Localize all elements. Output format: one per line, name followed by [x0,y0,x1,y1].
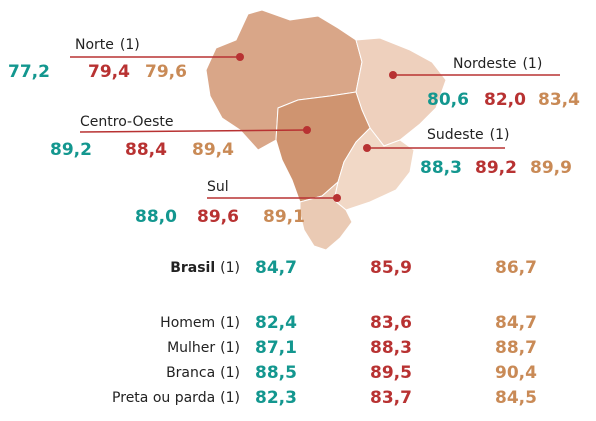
region-value: 79,4 [88,62,130,82]
region-name: Sul [207,179,229,195]
region-value: 89,4 [192,140,234,160]
row-label-text: Brasil [170,260,215,276]
region-value: 79,6 [145,62,187,82]
region-value: 89,1 [263,207,305,227]
row-note: (1) [220,340,240,356]
region-dot [363,144,371,152]
region-value: 88,0 [135,207,177,227]
brazil-map [205,9,447,251]
row-note: (1) [220,315,240,331]
row-label-text: Preta ou parda [112,390,215,406]
region-note: (1) [490,127,510,143]
region-name-text: Norte [75,37,114,53]
row-value: 88,5 [255,363,297,383]
region-name-text: Centro-Oeste [80,114,174,130]
region-name: Sudeste (1) [427,127,510,143]
region-value: 77,2 [8,62,50,82]
region-value: 80,6 [427,90,469,110]
row-value: 82,4 [255,313,297,333]
row-value: 83,7 [370,388,412,408]
row-label: Preta ou parda (1) [112,390,240,406]
region-value: 89,2 [50,140,92,160]
region-name-text: Nordeste [453,56,516,72]
row-value: 84,7 [255,258,297,278]
region-name-text: Sudeste [427,127,484,143]
row-note: (1) [220,390,240,406]
row-note: (1) [220,260,240,276]
region-dot [333,194,341,202]
row-value: 88,3 [370,338,412,358]
region-name: Centro-Oeste [80,114,174,130]
row-label-text: Branca [166,365,215,381]
region-note: (1) [522,56,542,72]
row-value: 85,9 [370,258,412,278]
region-labels: Norte (1) 77,2 79,4 79,6 Nordeste (1) 80,6 82,0 8… [8,37,580,227]
row-label-text: Homem [160,315,215,331]
region-name: Norte (1) [75,37,140,53]
region-name-text: Sul [207,179,229,195]
row-value: 84,7 [495,313,537,333]
row-label-text: Mulher [167,340,215,356]
row-value: 89,5 [370,363,412,383]
region-value: 88,3 [420,158,462,178]
region-value: 89,2 [475,158,517,178]
row-value: 87,1 [255,338,297,358]
region-value: 89,9 [530,158,572,178]
region-value: 83,4 [538,90,580,110]
row-note: (1) [220,365,240,381]
row-label: Brasil (1) [170,260,240,276]
row-value: 90,4 [495,363,537,383]
row-label: Homem (1) [160,315,240,331]
region-dot [303,126,311,134]
region-name: Nordeste (1) [453,56,542,72]
region-note: (1) [120,37,140,53]
region-value: 82,0 [484,90,526,110]
row-label: Branca (1) [166,365,240,381]
row-value: 88,7 [495,338,537,358]
region-dot [236,53,244,61]
leader-line [79,129,308,133]
row-value: 84,5 [495,388,537,408]
row-value: 86,7 [495,258,537,278]
indicator-table: Brasil (1) 84,7 85,9 86,7 Homem (1) 82,4 83,6 84,… [112,258,537,408]
region-value: 89,6 [197,207,239,227]
row-label: Mulher (1) [167,340,240,356]
row-value: 83,6 [370,313,412,333]
region-value: 88,4 [125,140,167,160]
region-dot [389,71,397,79]
row-value: 82,3 [255,388,297,408]
